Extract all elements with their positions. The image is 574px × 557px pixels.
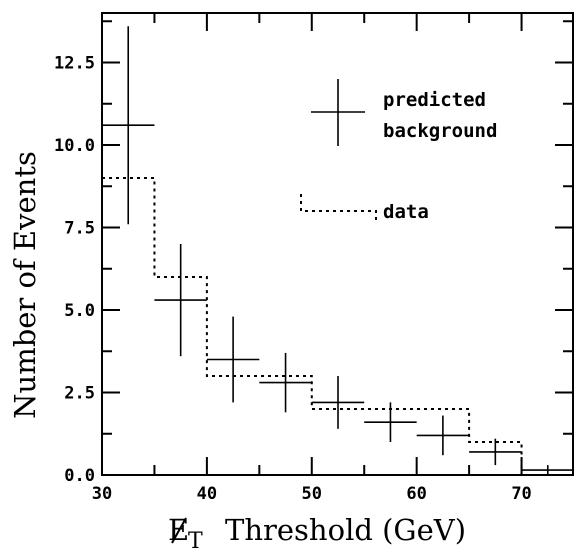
x-tick-label: 60 xyxy=(406,484,426,504)
predicted-point xyxy=(154,244,207,357)
predicted-point xyxy=(206,316,260,403)
x-tick-labels: 30 40 50 60 70 xyxy=(92,484,532,504)
y-tick-label: 2.5 xyxy=(64,384,95,404)
predicted-point xyxy=(364,402,417,442)
predicted-background-series xyxy=(102,26,574,475)
legend-predicted-label-line1: predicted xyxy=(383,89,486,111)
predicted-point xyxy=(416,415,470,456)
y-tick-label: 12.5 xyxy=(54,54,95,74)
x-axis-label-text: Threshold (GeV) xyxy=(225,513,466,547)
predicted-point xyxy=(102,26,155,225)
x-tick-label: 70 xyxy=(511,484,531,504)
x-tick-label: 50 xyxy=(302,484,322,504)
y-tick-label: 7.5 xyxy=(64,219,95,239)
y-tick-label: 0.0 xyxy=(64,466,95,486)
y-tick-label: 10.0 xyxy=(54,136,95,156)
predicted-point xyxy=(259,352,312,413)
x-tick-label: 40 xyxy=(197,484,217,504)
plot-frame xyxy=(101,12,574,476)
x-axis-label: E T Threshold (GeV) xyxy=(168,513,466,554)
y-axis-label: Number of Events xyxy=(8,151,42,419)
data-step-line xyxy=(102,177,574,476)
legend: predicted background data xyxy=(300,79,497,223)
axis-ticks xyxy=(101,13,574,476)
predicted-point xyxy=(311,376,365,429)
x-axis-label-subscript: T xyxy=(188,529,203,552)
legend-data-label: data xyxy=(383,201,429,223)
legend-data-marker xyxy=(300,194,377,222)
predicted-point xyxy=(469,438,522,466)
x-tick-label: 30 xyxy=(92,484,112,504)
predicted-point xyxy=(521,465,574,475)
x-axis-label-slash xyxy=(171,517,187,544)
data-step-series xyxy=(102,177,574,476)
legend-predicted-label-line2: background xyxy=(383,120,497,142)
legend-predicted-marker xyxy=(311,79,365,146)
y-tick-labels: 0.0 2.5 5.0 7.5 10.0 12.5 xyxy=(54,54,95,487)
y-tick-label: 5.0 xyxy=(64,301,95,321)
plot-border xyxy=(101,12,574,476)
